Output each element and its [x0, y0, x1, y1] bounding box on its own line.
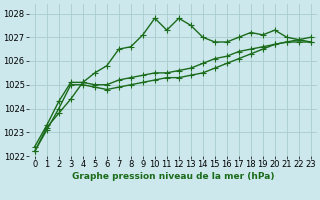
X-axis label: Graphe pression niveau de la mer (hPa): Graphe pression niveau de la mer (hPa) — [72, 172, 274, 181]
